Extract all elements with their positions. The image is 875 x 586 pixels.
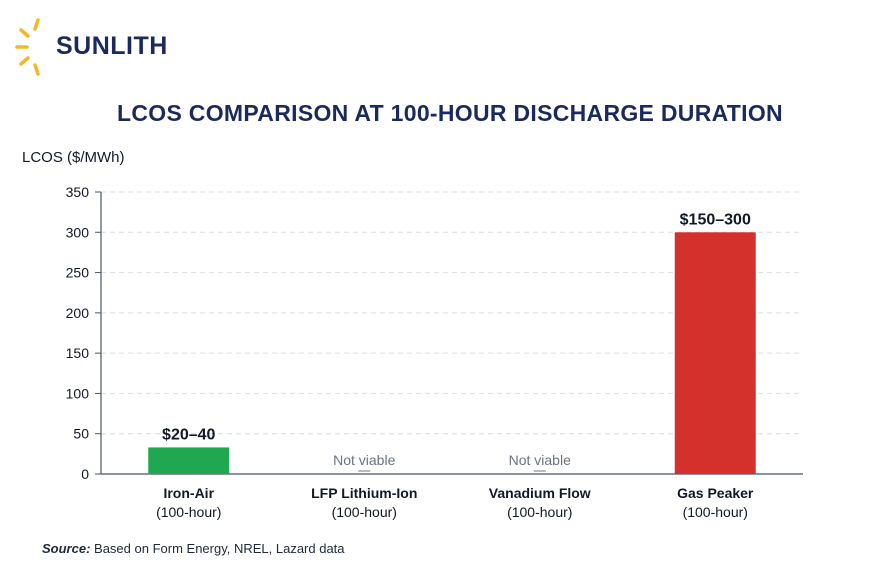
x-tick-sublabel: (100-hour): [507, 504, 572, 520]
brand-logo: SUNLITH: [14, 14, 168, 78]
chart-title: LCOS COMPARISON AT 100-HOUR DISCHARGE DU…: [117, 100, 783, 126]
bar: [674, 232, 756, 474]
x-tick-sublabel: (100-hour): [156, 504, 221, 520]
x-tick-label: Vanadium Flow: [489, 485, 591, 501]
source-note: Source: Based on Form Energy, NREL, Laza…: [42, 541, 345, 556]
y-tick-label: 350: [66, 184, 90, 200]
x-tick-sublabel: (100-hour): [332, 504, 397, 520]
y-tick-label: 200: [66, 305, 90, 321]
y-tick-label: 0: [81, 466, 89, 482]
y-tick-label: 100: [66, 385, 90, 401]
source-label: Source:: [42, 541, 91, 556]
x-tick-label: LFP Lithium-Ion: [311, 485, 417, 501]
bar: [148, 447, 230, 474]
data-label: Not viable: [509, 452, 571, 468]
y-tick-label: 150: [66, 345, 90, 361]
data-label: $20–40: [162, 426, 215, 443]
source-text: Based on Form Energy, NREL, Lazard data: [94, 541, 345, 556]
x-tick-label: Gas Peaker: [677, 485, 754, 501]
brand-name: SUNLITH: [56, 31, 168, 60]
y-tick-label: 300: [66, 224, 90, 240]
x-tick-label: Iron-Air: [163, 485, 214, 501]
y-tick-label: 250: [66, 265, 90, 281]
data-label: $150–300: [680, 211, 751, 228]
y-tick-label: 50: [73, 426, 89, 442]
sun-rays-icon: [15, 18, 40, 76]
y-axis-label: LCOS ($/MWh): [22, 149, 125, 166]
data-label: Not viable: [333, 452, 395, 468]
x-tick-sublabel: (100-hour): [683, 504, 748, 520]
